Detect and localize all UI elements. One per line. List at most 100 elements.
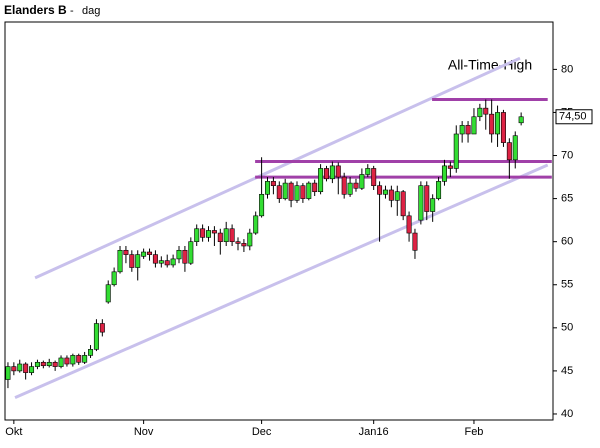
candle-body [158,260,164,264]
candle-body [377,185,383,195]
candle-body [34,361,40,367]
candle-body [294,185,300,201]
candle-body [371,168,377,186]
candle-body [465,125,471,135]
candle-body [235,241,241,244]
candle-body [270,181,276,186]
candle-body [288,182,294,201]
candle-body [170,258,176,266]
candle-body [82,355,88,363]
chart-title: Elanders B [4,3,67,17]
x-tick-label: Jan16 [359,426,389,438]
candle-body [105,284,111,303]
y-tick-label: 65 [561,193,573,205]
candle-body [11,366,17,372]
candle-body [388,189,394,201]
candle-body [382,189,388,195]
y-tick-label: 45 [561,365,573,377]
candle-body [40,361,46,367]
candle-body [459,125,465,135]
candle-body [436,181,442,199]
candle-body [17,363,23,372]
y-tick-label: 55 [561,279,573,291]
candle-body [259,193,265,217]
candle-body [152,254,158,264]
candle-body [359,174,365,189]
candle-body [23,363,29,373]
candle-body [276,185,282,199]
candle-body [111,271,117,286]
candle-body [58,357,64,367]
candle-body [495,112,501,135]
candle-body [512,135,518,161]
candle-body [406,215,412,234]
candle-body [323,168,329,180]
candle-body [365,168,371,175]
candle-body [318,168,324,193]
candle-body [123,249,129,255]
candle-body [229,228,235,242]
candle-body [93,323,99,350]
candle-body [483,107,489,115]
candle-body [347,182,353,195]
candle-body [471,116,477,135]
trend-line [34,56,521,280]
trend-line [14,163,549,399]
candle-body [176,249,182,260]
x-tick-label: Dec [252,426,272,438]
candle-body [135,254,141,268]
candle-body [241,243,247,247]
candle-body [353,182,359,189]
plot-frame [4,21,554,421]
chart-subtitle: dag [82,5,100,17]
title-separator: - [70,5,74,17]
candle-body [188,241,194,264]
candle-body [182,249,188,264]
candle-body [88,349,94,356]
candle-body [506,142,512,161]
candle-body [70,355,76,365]
candle-body [282,182,288,199]
candle-body [453,133,459,169]
candle-body [64,357,70,365]
last-price-box [555,109,593,125]
candle-body [335,165,341,178]
candle-body [447,165,453,169]
candle-body [76,355,82,363]
candle-body [129,254,135,268]
candle-body [312,182,318,193]
candle-body [341,176,347,195]
candle-body [394,191,400,201]
x-tick-label: Feb [464,426,483,438]
candle-body [400,191,406,217]
y-tick-label: 60 [561,236,573,248]
candle-body [300,185,306,199]
y-tick-label: 40 [561,408,573,420]
candle-body [217,232,223,242]
x-tick-label: Nov [134,426,154,438]
candle-body [264,181,270,195]
candle-body [46,361,52,367]
candle-body [29,366,35,373]
candle-body [99,323,105,333]
last-price-label: 74,50 [559,111,587,123]
x-tick-label: Okt [5,426,22,438]
y-tick-label: 50 [561,322,573,334]
candle-body [306,182,312,199]
candle-body [253,215,259,234]
candle-body [164,260,170,266]
candle-body [500,112,506,143]
candle-body [424,185,430,212]
candle-body [329,165,335,180]
y-tick-label: 80 [561,63,573,75]
candle-body [200,228,206,238]
candle-body [141,251,147,257]
candle-body [412,232,418,251]
candle-body [489,113,495,135]
candle-body [206,230,212,238]
candle-body [117,249,123,273]
candle-body [211,230,217,234]
candle-body [441,165,447,182]
